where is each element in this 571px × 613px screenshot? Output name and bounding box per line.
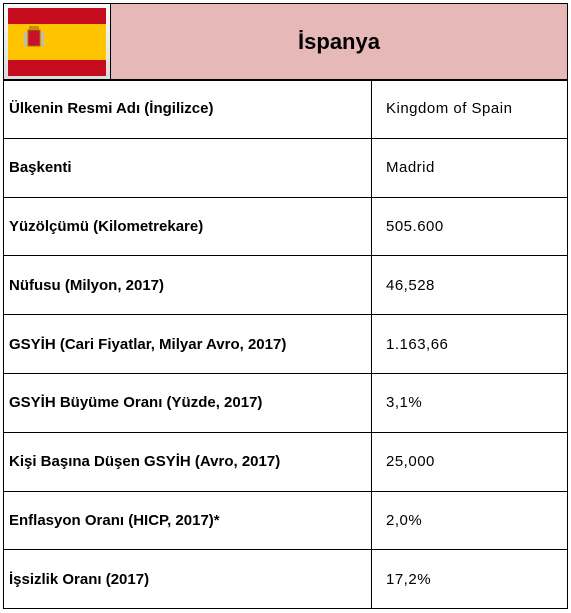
row-label: İşsizlik Oranı (2017) [3,549,372,610]
row-value: 17,2% [371,549,568,610]
flag-pillar [41,32,44,46]
row-label: GSYİH Büyüme Oranı (Yüzde, 2017) [3,373,372,433]
row-label: Kişi Başına Düşen GSYİH (Avro, 2017) [3,431,372,492]
row-value: 46,528 [371,255,568,316]
row-value: 3,1% [371,373,568,433]
row-value: 505.600 [371,196,568,257]
flag-cell [3,3,111,81]
row-value: 2,0% [371,490,568,551]
row-value: 1.163,66 [371,314,568,374]
row-label: Enflasyon Oranı (HICP, 2017)* [3,490,372,551]
flag-pillar [24,32,27,46]
flag-yellow [8,24,106,60]
row-label: Nüfusu (Milyon, 2017) [3,255,372,316]
row-label: Başkenti [3,137,372,198]
row-label: Ülkenin Resmi Adı (İngilizce) [3,79,372,139]
row-value: Madrid [371,137,568,198]
row-label: GSYİH (Cari Fiyatlar, Milyar Avro, 2017) [3,314,372,374]
title: İspanya [110,3,568,81]
flag [8,8,106,76]
flag-emblem [27,29,41,47]
row-label: Yüzölçümü (Kilometrekare) [3,196,372,257]
row-value: 25,000 [371,431,568,492]
row-value: Kingdom of Spain [371,79,568,139]
flag-crown [29,26,39,30]
